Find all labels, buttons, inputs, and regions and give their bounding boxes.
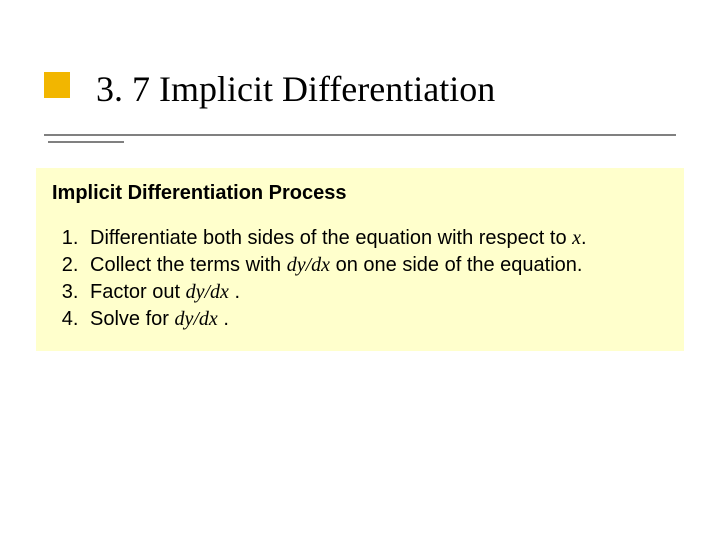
list-item-text-post: on one side of the equation.: [330, 254, 582, 276]
accent-square-icon: [44, 72, 70, 98]
box-heading: Implicit Differentiation Process: [52, 182, 668, 205]
process-list: Differentiate both sides of the equation…: [52, 225, 668, 333]
slide: 3. 7 Implicit Differentiation Implicit D…: [0, 0, 720, 540]
title-underline-long: [44, 134, 676, 136]
list-item-text-em: dy/dx: [174, 308, 217, 330]
list-item-text-pre: Solve for: [90, 308, 174, 330]
list-item: Collect the terms with dy/dx on one side…: [84, 252, 668, 279]
list-item-text-post: .: [581, 227, 587, 249]
title-underline-short: [48, 141, 124, 143]
list-item-text-pre: Differentiate both sides of the equation…: [90, 227, 572, 249]
list-item-text-em: dy/dx: [186, 281, 229, 303]
list-item-text-pre: Collect the terms with: [90, 254, 287, 276]
list-item-text-em: x: [572, 227, 581, 249]
slide-title: 3. 7 Implicit Differentiation: [96, 68, 495, 110]
list-item: Differentiate both sides of the equation…: [84, 225, 668, 252]
list-item-text-em: dy/dx: [287, 254, 330, 276]
list-item-text-post: .: [218, 308, 229, 330]
content-box: Implicit Differentiation Process Differe…: [36, 168, 684, 351]
list-item-text-pre: Factor out: [90, 281, 186, 303]
list-item: Solve for dy/dx .: [84, 306, 668, 333]
list-item: Factor out dy/dx .: [84, 279, 668, 306]
list-item-text-post: .: [229, 281, 240, 303]
